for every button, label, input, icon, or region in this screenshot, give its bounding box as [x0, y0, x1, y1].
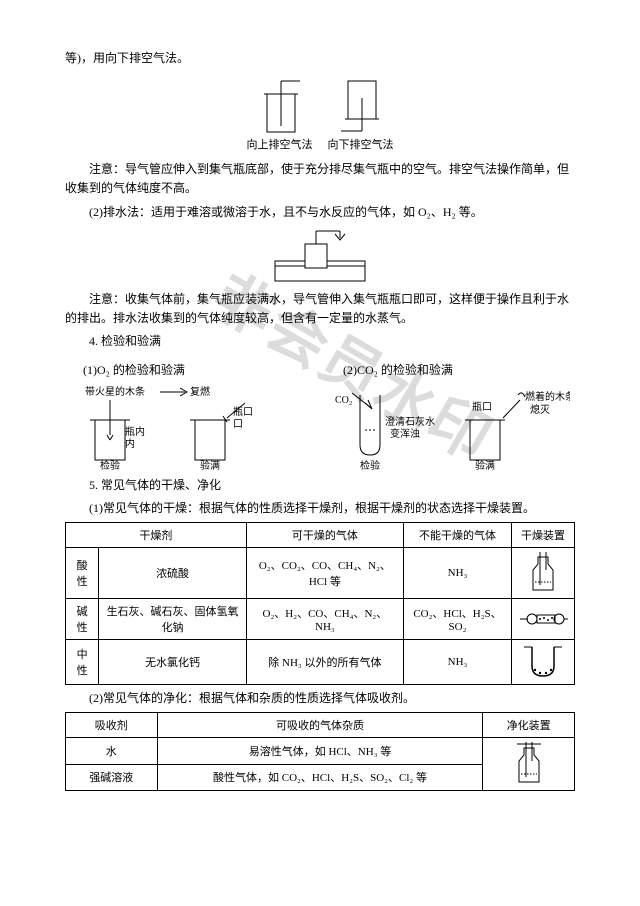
section5: 5. 常见气体的干燥、净化 — [65, 476, 575, 495]
t2h0: 吸收剂 — [66, 713, 158, 738]
t1r2device — [511, 639, 574, 684]
svg-text:瓶口: 瓶口 — [472, 400, 492, 413]
t1r0c2: 浓硫酸 — [99, 547, 246, 598]
o2-verify-diagram: 带火星的木条 复燃 瓶内 内 检验 — [75, 385, 305, 470]
t1r2c2: 无水氯化钙 — [99, 639, 246, 684]
note2: 注意：收集气体前，集气瓶应装满水，导气管伸入集气瓶瓶口即可，这样便于操作且利于水… — [65, 290, 575, 328]
t1r1device — [511, 598, 574, 639]
svg-text:检验: 检验 — [360, 459, 380, 470]
top-fragment: 等)，用向下排空气法。 — [65, 49, 575, 68]
tube-device-icon — [518, 605, 568, 633]
co2-verify-diagram: CO₂ 澄清石灰水 变浑浊 检验 瓶口 燃着的木条 熄灭 验满 — [330, 385, 570, 470]
section4: 4. 检验和验满 — [65, 332, 575, 351]
t1r1c2: 生石灰、碱石灰、固体氢氧化钠 — [99, 598, 246, 639]
upward-air-icon — [252, 76, 307, 136]
t1r1c1: 碱性 — [66, 598, 99, 639]
bottle-device-icon — [523, 552, 563, 594]
purify-bottle-icon — [509, 742, 549, 786]
upward-label: 向上排空气法 — [247, 136, 313, 152]
t1r1c4: CO₂、HCl、H₂S、SO₂ — [404, 598, 512, 639]
svg-text:瓶内: 瓶内 — [125, 425, 145, 438]
svg-text:CO₂: CO₂ — [335, 395, 352, 406]
t2r1c1: 强碱溶液 — [66, 764, 158, 791]
t1r2c4: NH₃ — [404, 639, 512, 684]
purify-title: (2)常见气体的净化：根据气体和杂质的性质选择气体吸收剂。 — [65, 689, 575, 708]
t1r2c1: 中性 — [66, 639, 99, 684]
t2h1: 可吸收的气体杂质 — [157, 713, 483, 738]
t1r1c3: O₂、H₂、CO、CH₄、N₂、NH₃ — [246, 598, 403, 639]
svg-text:燃着的木条: 燃着的木条 — [525, 390, 570, 403]
t1h2: 可干燥的气体 — [246, 522, 403, 547]
co2-verify-title: (2)CO₂ 的检验和验满 — [325, 361, 575, 380]
svg-text:验满: 验满 — [200, 459, 220, 470]
svg-text:变浑浊: 变浑浊 — [390, 427, 420, 440]
svg-text:瓶口: 瓶口 — [233, 405, 253, 418]
t1h3: 不能干燥的气体 — [404, 522, 512, 547]
t1r0c4: NH₃ — [404, 547, 512, 598]
t1r0c1: 酸性 — [66, 547, 99, 598]
t2r0c2: 易溶性气体，如 HCl、NH₃ 等 — [157, 738, 483, 765]
purify-table: 吸收剂 可吸收的气体杂质 净化装置 水 易溶性气体，如 HCl、NH₃ 等 — [65, 712, 575, 791]
water-displacement-diagram — [65, 226, 575, 286]
t1r2c3: 除 NH₃ 以外的所有气体 — [246, 639, 403, 684]
t2h2: 净化装置 — [483, 713, 575, 738]
svg-text:澄清石灰水: 澄清石灰水 — [385, 415, 435, 428]
utube-device-icon — [520, 644, 566, 680]
svg-text:熄灭: 熄灭 — [530, 403, 550, 416]
t2r1c2: 酸性气体，如 CO₂、HCl、H₂S、SO₂、Cl₂ 等 — [157, 764, 483, 791]
t2r0c1: 水 — [66, 738, 158, 765]
t1h4: 干燥装置 — [511, 522, 574, 547]
t1h0: 干燥剂 — [66, 522, 247, 547]
svg-text:口: 口 — [233, 419, 243, 430]
dry-title: (1)常见气体的干燥：根据气体的性质选择干燥剂，根据干燥剂的状态选择干燥装置。 — [65, 499, 575, 518]
svg-text:验满: 验满 — [475, 459, 495, 470]
downward-air-icon — [333, 76, 388, 136]
svg-text:带火星的木条: 带火星的木条 — [85, 385, 145, 398]
downward-label: 向下排空气法 — [328, 136, 394, 152]
t1r0device — [511, 547, 574, 598]
note1: 注意：导气管应伸入到集气瓶底部，使于充分排尽集气瓶中的空气。排空气法操作简单，但… — [65, 160, 575, 198]
air-displacement-diagrams: 向上排空气法 向下排空气法 — [65, 76, 575, 152]
svg-text:检验: 检验 — [100, 459, 120, 470]
section-drainage: (2)排水法：适用于难溶或微溶于水，且不与水反应的气体，如 O₂、H₂ 等。 — [65, 203, 575, 222]
t2device — [483, 738, 575, 791]
t1r0c3: O₂、CO₂、CO、CH₄、N₂、HCl 等 — [246, 547, 403, 598]
svg-text:内: 内 — [125, 437, 135, 450]
drying-table: 干燥剂 可干燥的气体 不能干燥的气体 干燥装置 酸性 浓硫酸 O₂、CO₂、CO… — [65, 522, 575, 685]
o2-verify-title: (1)O₂ 的检验和验满 — [65, 361, 315, 380]
svg-text:复燃: 复燃 — [190, 385, 210, 398]
